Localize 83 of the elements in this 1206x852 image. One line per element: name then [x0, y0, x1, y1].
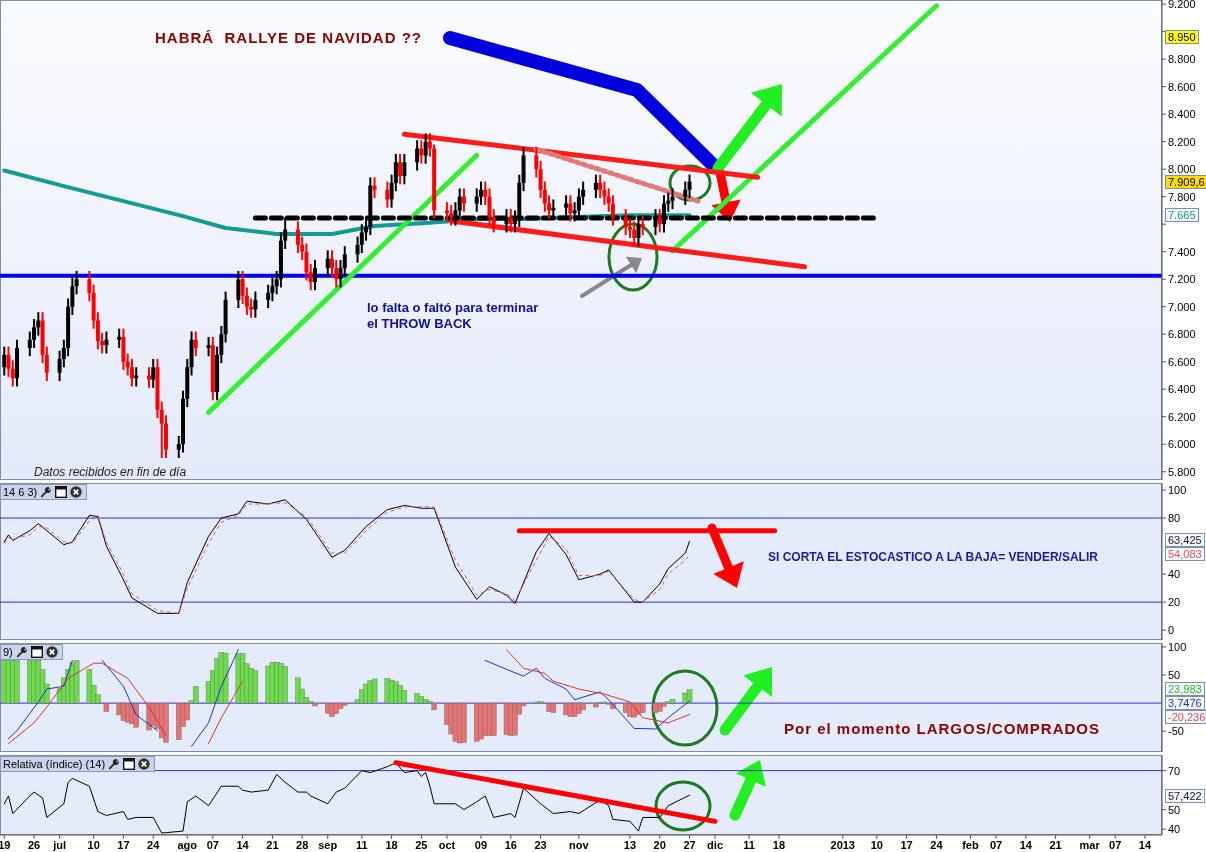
- x-tick-label: jul: [52, 838, 67, 851]
- y-tick-label: 100: [1168, 483, 1187, 496]
- chart-title: 14 6 3): [3, 486, 38, 498]
- x-tick-label: ago: [177, 838, 198, 851]
- x-tick-label: 10: [87, 838, 100, 851]
- y-tick-label: 6.000: [1168, 438, 1196, 451]
- text: -20,236: [1165, 710, 1206, 724]
- x-tick-label: 20: [653, 838, 666, 851]
- header-box: Relativa (índice) (14): [0, 756, 156, 772]
- x-tick-label: 17: [117, 838, 130, 851]
- chart-title: 9): [3, 646, 13, 658]
- text: 54,083: [1165, 547, 1205, 561]
- y-tick-label: 50: [1168, 668, 1181, 681]
- y-tick-label: 8.400: [1168, 108, 1196, 121]
- x-tick-label: 14: [1019, 838, 1033, 851]
- x-tick-label: 16: [504, 838, 517, 851]
- x-tick-label: 07: [1109, 838, 1122, 851]
- y-tick-label: 7.200: [1168, 273, 1196, 286]
- y-tick-label: 80: [1168, 511, 1181, 524]
- x-tick-label: 26: [27, 838, 41, 851]
- y-tick-label: 8.200: [1168, 135, 1196, 148]
- x-tick-label: 14: [1138, 838, 1152, 851]
- x-tick-label: 18: [385, 838, 398, 851]
- x-tick-label: 2013: [830, 838, 856, 851]
- annotation: Datos recibidos en fin de día: [34, 464, 187, 480]
- x-tick-label: 11: [355, 838, 368, 851]
- y-tick-label: 6.800: [1168, 328, 1196, 341]
- text: 63,425: [1165, 533, 1205, 547]
- x-tick-label: 28: [296, 838, 309, 851]
- y-tick-label: 7.000: [1168, 300, 1196, 313]
- x-tick-label: 21: [266, 838, 279, 851]
- chart-title: Relativa (índice) (14): [3, 758, 106, 770]
- y-tick-label: 70: [1168, 764, 1181, 777]
- text: 57,422: [1165, 789, 1205, 803]
- y-tick-label: 8.000: [1168, 163, 1196, 176]
- y-tick-label: 50: [1168, 803, 1181, 816]
- y-tick-label: 100: [1168, 640, 1187, 653]
- x-tick-label: 17: [900, 838, 913, 851]
- annotation: SI CORTA EL ESTOCASTICO A LA BAJA= VENDER/SALIR: [768, 549, 1098, 565]
- y-tick-label: 40: [1168, 568, 1181, 581]
- x-tick-label: 13: [623, 838, 637, 851]
- text: 23,983: [1165, 682, 1205, 696]
- x-tick-label: 07: [206, 838, 219, 851]
- annotation: Por el momento LARGOS/COMPRADOS: [784, 720, 1101, 737]
- x-tick-label: 27: [683, 838, 696, 851]
- y-tick-label: 0: [1168, 624, 1175, 637]
- text: 7.909,6: [1165, 175, 1206, 189]
- y-tick-label: -50: [1168, 725, 1184, 738]
- y-tick-label: 8.600: [1168, 80, 1196, 93]
- y-tick-label: 6.600: [1168, 355, 1196, 368]
- text: 8.950: [1165, 30, 1199, 44]
- text: 7.665: [1165, 208, 1199, 222]
- x-tick-label: sep: [318, 838, 338, 851]
- x-tick-label: mar: [1079, 838, 1101, 851]
- y-tick-label: 8.800: [1168, 53, 1196, 66]
- x-tick-label: feb: [962, 838, 979, 851]
- y-tick-label: 40: [1168, 823, 1181, 836]
- x-tick-label: 25: [415, 838, 428, 851]
- y-tick-label: 20: [1168, 596, 1181, 609]
- text: 3,7476: [1165, 696, 1205, 710]
- x-tick-label: 11: [743, 838, 755, 851]
- x-tick-label: 14: [236, 838, 250, 851]
- y-tick-label: 5.800: [1168, 465, 1196, 478]
- annotation: lo falta o faltó para terminar el THROW BACK: [367, 300, 539, 332]
- x-tick-label: 24: [930, 838, 944, 851]
- x-tick-label: nov: [569, 838, 590, 851]
- x-tick-label: 18: [772, 838, 786, 851]
- y-tick-label: 6.400: [1168, 383, 1196, 396]
- header-box: 9): [0, 644, 63, 660]
- x-tick-label: 09: [474, 838, 488, 851]
- y-tick-label: 9.200: [1168, 0, 1196, 11]
- x-tick-label: dic: [707, 838, 724, 851]
- header-box: 14 6 3): [0, 484, 88, 500]
- y-tick-label: 6.200: [1168, 410, 1196, 423]
- text: HABRÁ RALLYE DE NAVIDAD ??: [155, 29, 423, 46]
- x-tick-label: 21: [1049, 838, 1062, 851]
- x-tick-label: oct: [438, 838, 456, 851]
- x-tick-label: 24: [147, 838, 161, 851]
- x-tick-label: 10: [870, 838, 883, 851]
- x-tick-label: 07: [989, 838, 1003, 851]
- y-tick-label: 7.400: [1168, 245, 1196, 258]
- x-tick-label: 23: [534, 838, 547, 851]
- y-tick-label: 7.800: [1168, 190, 1196, 203]
